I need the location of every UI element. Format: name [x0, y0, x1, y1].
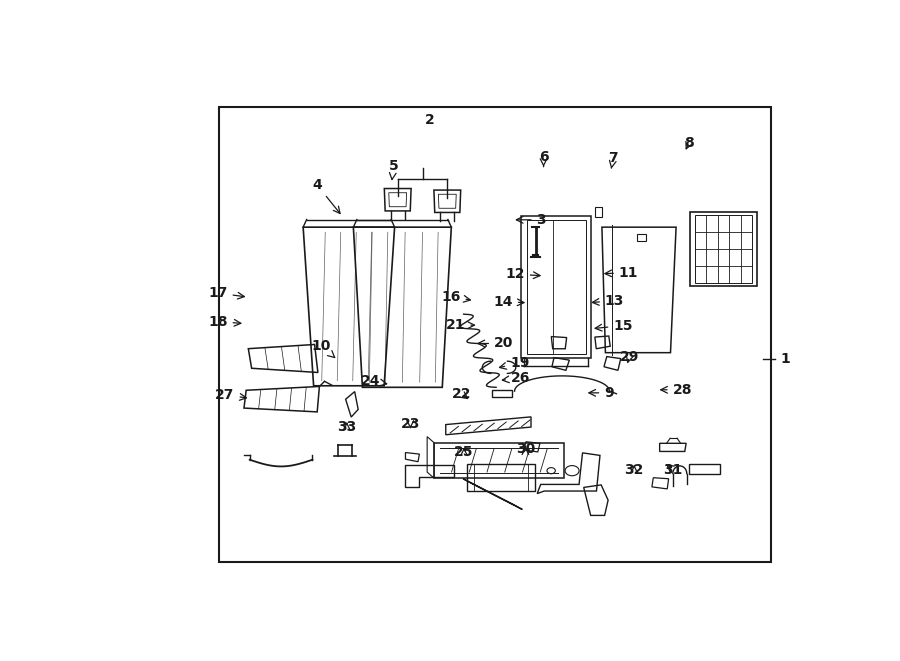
- Text: 18: 18: [208, 315, 241, 329]
- Text: 7: 7: [608, 151, 618, 168]
- Text: 20: 20: [478, 336, 513, 350]
- Text: 26: 26: [502, 371, 530, 385]
- Text: 1: 1: [780, 352, 790, 366]
- Bar: [220, 107, 771, 562]
- Text: 12: 12: [505, 267, 540, 282]
- Text: 29: 29: [620, 350, 639, 364]
- Text: 10: 10: [311, 338, 335, 358]
- Text: 4: 4: [312, 178, 340, 214]
- Text: 22: 22: [452, 387, 471, 401]
- Text: 25: 25: [454, 446, 473, 459]
- Text: 31: 31: [663, 463, 683, 477]
- Text: 13: 13: [592, 293, 625, 308]
- Text: 30: 30: [516, 442, 535, 456]
- Text: 32: 32: [625, 463, 643, 477]
- Text: 19: 19: [500, 356, 529, 369]
- Text: 33: 33: [338, 420, 356, 434]
- Text: 6: 6: [539, 149, 548, 167]
- Text: 24: 24: [361, 373, 387, 387]
- Text: 5: 5: [389, 159, 399, 180]
- Text: 21: 21: [446, 318, 474, 332]
- Text: 11: 11: [605, 266, 638, 280]
- Text: 28: 28: [661, 383, 692, 397]
- Text: 14: 14: [493, 295, 524, 309]
- Text: 27: 27: [215, 388, 247, 402]
- Text: 2: 2: [425, 113, 435, 127]
- Text: 16: 16: [441, 290, 471, 303]
- Text: 3: 3: [517, 213, 546, 227]
- Text: 23: 23: [400, 417, 420, 432]
- Text: 8: 8: [684, 136, 694, 151]
- Text: 15: 15: [595, 319, 633, 332]
- Text: 17: 17: [208, 286, 245, 300]
- Text: 9: 9: [589, 386, 614, 400]
